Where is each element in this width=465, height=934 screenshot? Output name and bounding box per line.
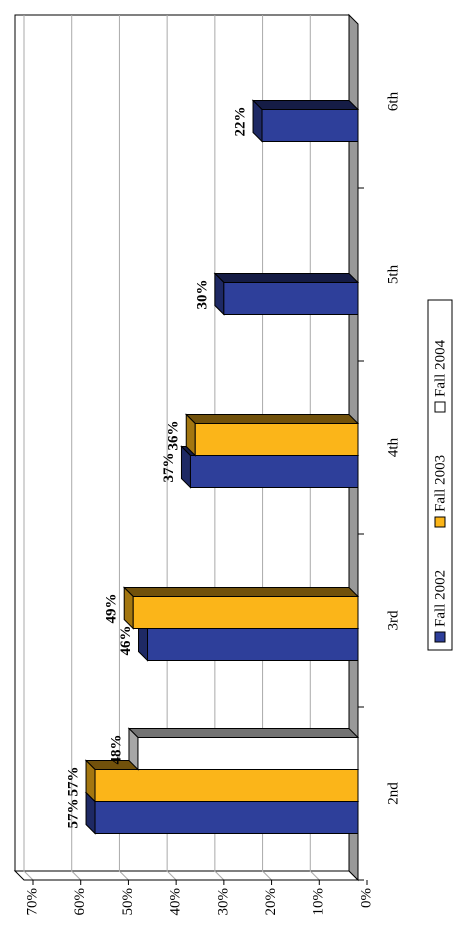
y-tick-label: 60% [72,888,88,916]
bar-front [94,801,359,834]
legend-label: Fall 2002 [432,570,448,627]
grid-line [166,15,177,881]
y-tick-label: 0% [358,888,374,908]
value-label: 30% [194,280,210,310]
bar-front [147,628,359,661]
rotated-chart: 0% 10% 20% 30% 40% 50% 60% 70% 2nd 57% 57% 48% 3rd 46… [13,13,453,916]
value-label: 46% [118,626,134,656]
bar [185,413,360,457]
value-label: 49% [104,594,120,624]
legend-swatch [434,631,446,643]
x-tick-label: 6th [385,91,401,111]
bar [127,727,360,771]
bar-front [223,282,359,315]
bar-side [122,587,360,597]
bar [251,99,360,143]
legend-label: Fall 2004 [432,339,448,397]
bar-front [194,423,359,456]
value-label: 22% [232,107,248,137]
bar [122,586,360,630]
bar-front [132,596,359,629]
y-tick-label: 30% [215,888,231,916]
bar-front [137,737,359,770]
bar-side [213,273,360,283]
bar-side [127,728,360,738]
legend: Fall 2002 Fall 2003 Fall 2004 [427,299,453,651]
grid-line [71,15,82,881]
x-tick-label: 2nd [385,782,401,805]
bar-front [94,769,359,802]
y-tick-label: 40% [168,888,184,916]
legend-swatch [434,401,446,413]
legend-box [427,299,453,651]
value-label: 37% [161,453,177,483]
x-tick-label: 5th [385,264,401,284]
value-label: 36% [166,421,182,451]
grid-line [23,15,34,881]
bar-front [189,455,359,488]
bar-front [261,109,359,142]
bar [213,272,360,316]
legend-label: Fall 2003 [432,455,448,512]
bar-side [251,100,360,110]
value-label: 48% [108,735,124,765]
side-wall [13,870,360,881]
y-tick-label: 20% [263,888,279,916]
value-label: 57% [65,799,81,829]
y-tick-label: 50% [120,888,136,916]
y-tick-label: 70% [24,888,40,916]
x-tick-label: 4th [385,437,401,457]
grid-line [118,15,129,881]
x-tick-label: 3rd [385,610,401,630]
bar-side [185,414,360,424]
y-tick-label: 10% [311,888,327,916]
legend-swatch [434,516,446,528]
value-label: 57% [65,767,81,797]
